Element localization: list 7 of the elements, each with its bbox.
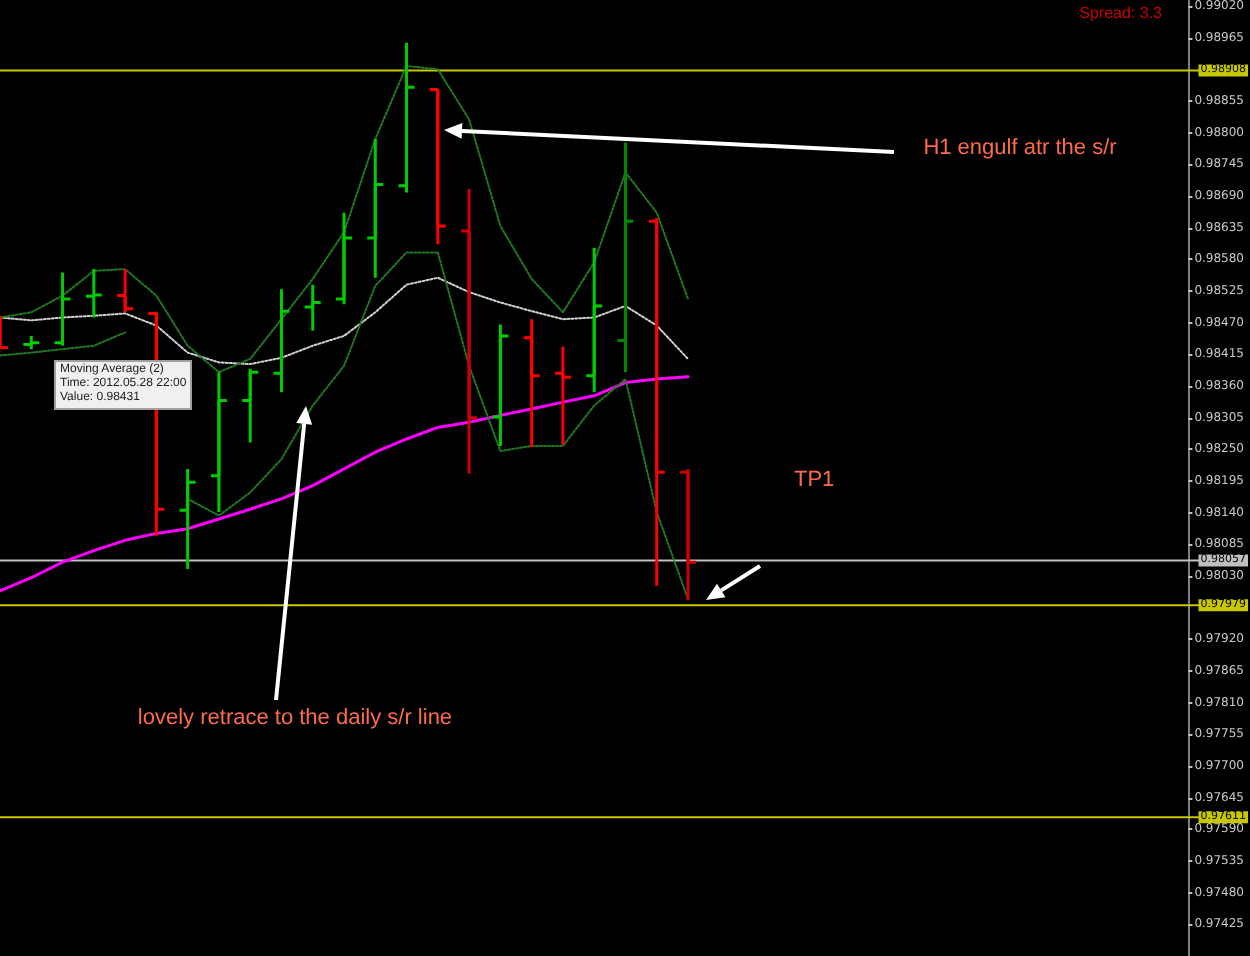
line-series bbox=[0, 375, 690, 593]
annotation: TP1 bbox=[794, 468, 835, 492]
line-series bbox=[0, 276, 690, 366]
line-series bbox=[0, 64, 690, 374]
annotation: lovely retrace to the daily s/r line bbox=[135, 704, 455, 734]
annotation: Spread: 3.3 bbox=[1079, 4, 1162, 22]
annotation: H1 engulf atr the s/r bbox=[921, 134, 1119, 164]
